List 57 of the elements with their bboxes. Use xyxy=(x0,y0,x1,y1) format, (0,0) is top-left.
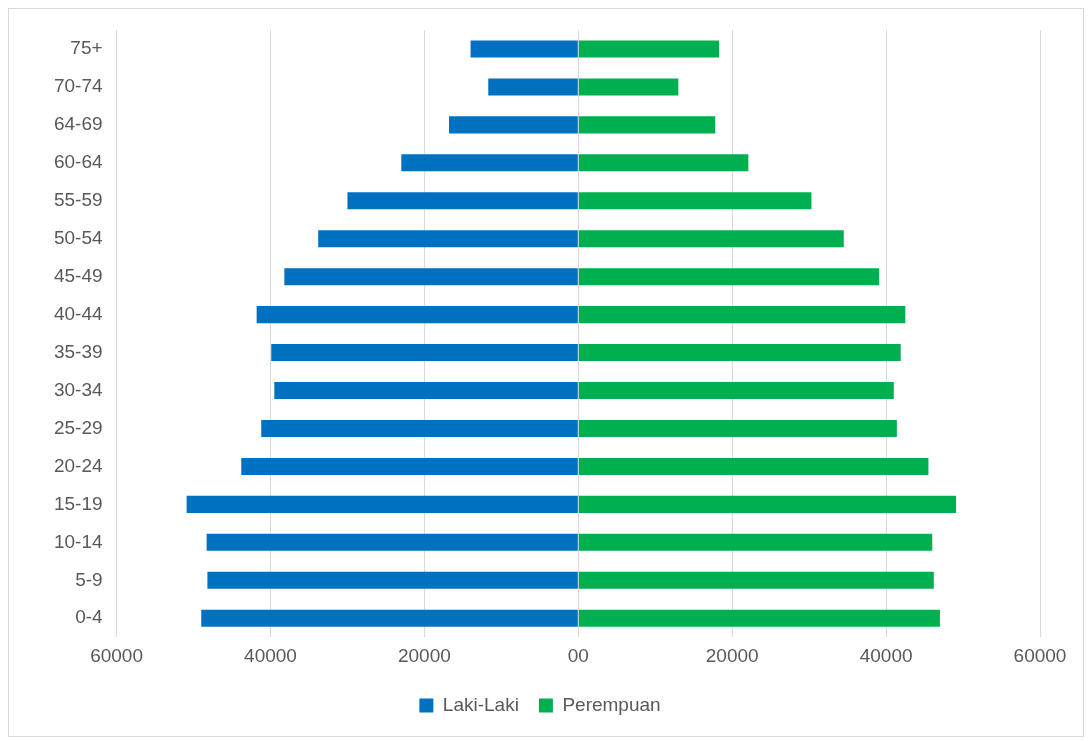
bar xyxy=(578,78,679,96)
bar xyxy=(256,306,578,324)
bar xyxy=(578,381,894,400)
bar xyxy=(578,495,957,513)
bar xyxy=(261,419,578,438)
bar xyxy=(578,40,720,58)
x-tick-label: 20000 xyxy=(705,644,759,666)
legend-label: Perempuan xyxy=(562,693,661,715)
x-tick-label: 40000 xyxy=(859,644,913,666)
y-tick-label: 35-39 xyxy=(53,340,103,362)
bar xyxy=(347,192,578,210)
y-tick-label: 55-59 xyxy=(53,189,103,211)
y-tick-label: 15-19 xyxy=(53,492,103,514)
bar xyxy=(284,268,578,286)
y-tick-label: 45-49 xyxy=(53,264,103,286)
bar xyxy=(206,533,578,551)
y-tick-label: 60-64 xyxy=(53,151,104,173)
bar xyxy=(488,78,578,96)
bar xyxy=(186,495,578,513)
bar xyxy=(578,609,940,627)
bar xyxy=(578,533,933,551)
bar xyxy=(449,116,578,134)
bar xyxy=(318,230,578,248)
bar xyxy=(578,306,906,324)
bar xyxy=(578,116,716,134)
legend-label: Laki-Laki xyxy=(442,693,519,715)
bar xyxy=(207,571,578,589)
y-tick-label: 20-24 xyxy=(53,454,104,476)
x-tick-label: 40000 xyxy=(244,644,297,666)
y-tick-label: 5-9 xyxy=(75,568,103,590)
bar xyxy=(578,571,934,589)
x-tick-label: 60000 xyxy=(1013,644,1067,666)
bar xyxy=(274,381,578,400)
y-tick-label: 10-14 xyxy=(53,530,104,552)
x-tick-label: 60000 xyxy=(90,644,144,666)
bar xyxy=(578,192,812,210)
bar xyxy=(470,40,578,58)
bar xyxy=(201,609,578,627)
bar xyxy=(578,419,897,438)
y-tick-label: 30-34 xyxy=(53,378,104,400)
y-tick-label: 0-4 xyxy=(75,606,104,628)
y-tick-label: 40-44 xyxy=(53,302,104,324)
bar xyxy=(578,268,880,286)
bar xyxy=(578,154,749,172)
y-tick-label: 75+ xyxy=(70,37,103,59)
bar xyxy=(241,457,578,475)
bar xyxy=(578,230,844,248)
bar xyxy=(578,457,929,475)
bar xyxy=(401,154,578,172)
bar xyxy=(578,344,901,362)
y-tick-label: 64-69 xyxy=(53,113,103,135)
y-tick-label: 50-54 xyxy=(53,226,104,248)
y-tick-label: 70-74 xyxy=(53,75,104,97)
x-tick-label: 20000 xyxy=(397,644,451,666)
bar xyxy=(271,344,578,362)
x-tick-label: 00 xyxy=(567,644,589,666)
y-tick-label: 25-29 xyxy=(53,416,103,438)
